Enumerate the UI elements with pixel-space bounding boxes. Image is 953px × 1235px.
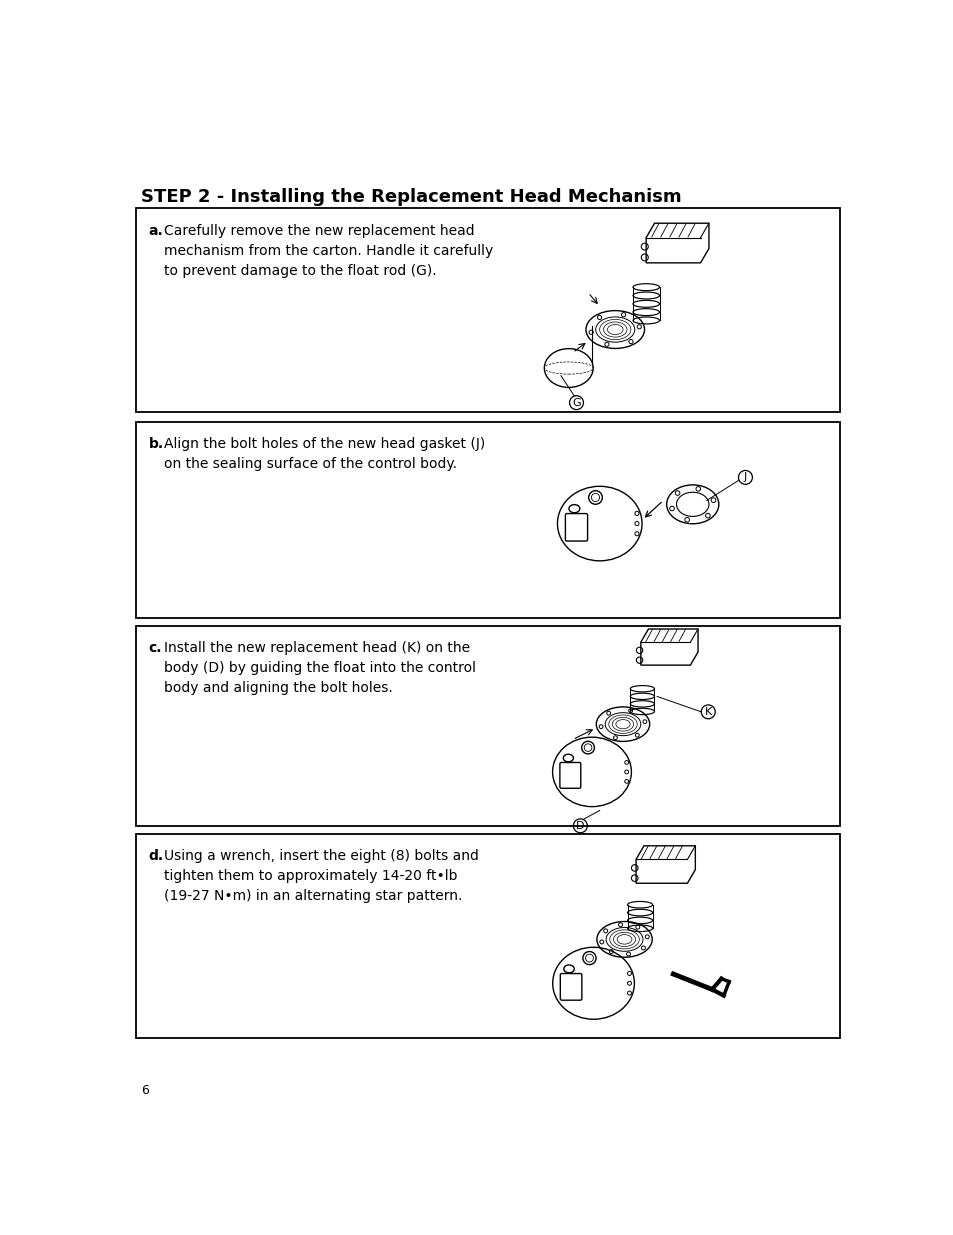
Text: G: G bbox=[572, 398, 580, 408]
Text: 6: 6 bbox=[141, 1084, 149, 1097]
Text: K: K bbox=[704, 706, 711, 716]
Bar bbox=[136, 421, 840, 618]
Text: Align the bolt holes of the new head gasket (J)
on the sealing surface of the co: Align the bolt holes of the new head gas… bbox=[164, 437, 485, 471]
Text: J: J bbox=[743, 472, 746, 483]
Text: a.: a. bbox=[149, 224, 163, 237]
Text: Using a wrench, insert the eight (8) bolts and
tighten them to approximately 14-: Using a wrench, insert the eight (8) bol… bbox=[164, 848, 478, 903]
Text: D: D bbox=[576, 821, 584, 831]
Text: d.: d. bbox=[149, 848, 164, 863]
Text: Install the new replacement head (K) on the
body (D) by guiding the float into t: Install the new replacement head (K) on … bbox=[164, 641, 476, 695]
Bar bbox=[136, 209, 840, 412]
Text: STEP 2 - Installing the Replacement Head Mechanism: STEP 2 - Installing the Replacement Head… bbox=[141, 188, 680, 206]
Text: b.: b. bbox=[149, 437, 164, 451]
Bar bbox=[136, 626, 840, 826]
Text: Carefully remove the new replacement head
mechanism from the carton. Handle it c: Carefully remove the new replacement hea… bbox=[164, 224, 493, 278]
Bar bbox=[136, 834, 840, 1037]
Text: c.: c. bbox=[149, 641, 162, 655]
